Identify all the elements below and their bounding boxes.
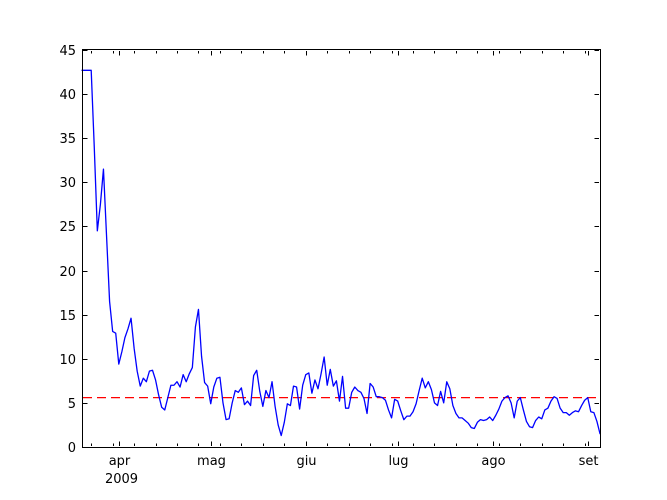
y-axis-tick-label: 0 (68, 441, 76, 456)
y-axis-tick-label: 40 (59, 88, 76, 103)
x-axis-year-label: 2009 (105, 472, 138, 487)
y-axis-tick-label: 35 (59, 132, 76, 147)
x-axis-tick-label: apr (109, 454, 131, 469)
x-axis-tick-label: lug (388, 454, 408, 469)
y-axis-tick-label: 45 (59, 44, 76, 59)
data-line (81, 69, 601, 437)
y-axis-tick-label: 5 (68, 397, 76, 412)
x-axis-tick-label: giu (296, 454, 316, 469)
y-axis-tick-label: 20 (59, 265, 76, 280)
x-axis-tick-label: set (579, 454, 599, 469)
x-axis-tick-label: mag (197, 454, 226, 469)
y-axis-tick-label: 30 (59, 176, 76, 191)
y-axis-tick-label: 10 (59, 353, 76, 368)
y-axis-tick-label: 15 (59, 309, 76, 324)
y-axis-tick-label: 25 (59, 220, 76, 235)
x-axis-tick-label: ago (481, 454, 505, 469)
plot-border (82, 49, 601, 448)
